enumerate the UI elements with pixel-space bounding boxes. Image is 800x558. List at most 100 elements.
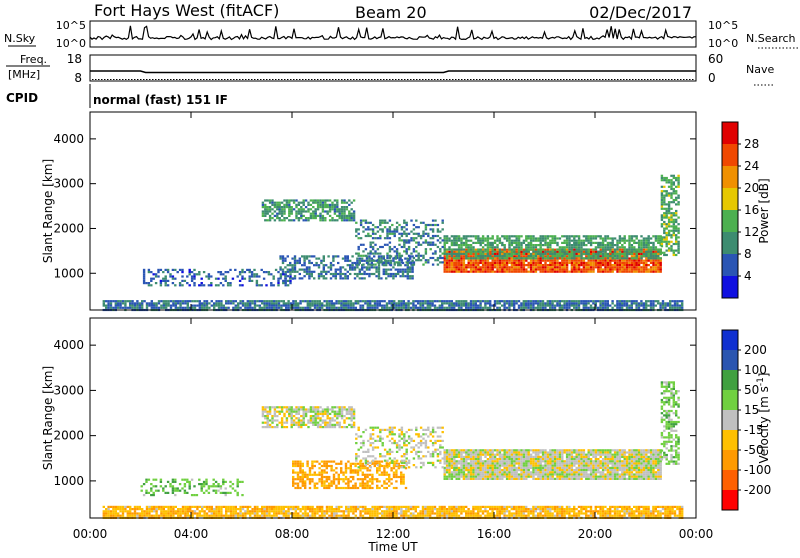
power-cell-0: [535, 302, 537, 304]
power-cell-0: [299, 302, 301, 304]
velocity-cell-0: [220, 510, 222, 512]
power-cell-2: [477, 255, 479, 257]
velocity-cell-0: [165, 510, 167, 512]
power-cell-2: [518, 235, 520, 237]
velocity-cell-0: [307, 515, 309, 517]
velocity-cell-0: [182, 512, 184, 514]
power-cell-5: [327, 271, 329, 273]
power-cell-5: [356, 262, 358, 264]
power-cell-2: [446, 242, 448, 244]
power-cell-1: [513, 266, 515, 268]
power-cell-5: [407, 258, 409, 260]
power-cell-1: [482, 266, 484, 268]
power-cell-2: [643, 246, 645, 248]
velocity-cell-0: [518, 506, 520, 508]
power-cell-0: [585, 305, 587, 307]
power-cell-5: [294, 262, 296, 264]
power-cell-3: [327, 206, 329, 208]
power-cell-2: [470, 235, 472, 237]
velocity-cell-0: [302, 506, 304, 508]
power-cell-1: [566, 260, 568, 262]
power-cell-1: [600, 271, 602, 273]
power-cell-0: [170, 307, 172, 309]
power-cell-2: [501, 251, 503, 253]
velocity-cell-0: [520, 508, 522, 510]
power-cell-5: [303, 255, 305, 257]
power-cell-2: [554, 253, 556, 255]
power-cell-0: [179, 300, 181, 302]
power-cell-0: [139, 305, 141, 307]
power-cell-1: [607, 264, 609, 266]
power-cell-2: [508, 246, 510, 248]
power-cell-5: [395, 275, 397, 277]
power-cell-0: [175, 307, 177, 309]
power-cell-6: [160, 269, 162, 271]
power-cell-2: [487, 237, 489, 239]
velocity-cell-0: [403, 512, 405, 514]
power-cell-2: [518, 237, 520, 239]
velocity-cell-0: [556, 515, 558, 517]
velocity-cell-0: [427, 512, 429, 514]
power-cell-4: [391, 248, 393, 250]
power-cell-3: [310, 208, 312, 210]
velocity-cell-0: [295, 510, 297, 512]
power-cell-0: [477, 300, 479, 302]
power-cell-4: [396, 228, 398, 230]
velocity-cell-0: [523, 510, 525, 512]
power-cell-5: [375, 266, 377, 268]
power-cell-1: [472, 262, 474, 264]
power-cell-6: [241, 271, 243, 273]
velocity-cell-0: [455, 512, 457, 514]
power-cell-2: [446, 255, 448, 257]
power-cell-6: [289, 273, 291, 275]
power-cell-2: [576, 251, 578, 253]
power-cell-0: [436, 300, 438, 302]
power-cell-1: [472, 264, 474, 266]
power-cell-2: [650, 257, 652, 259]
power-cell-0: [549, 307, 551, 309]
power-cell-2: [492, 235, 494, 237]
power-cell-1: [446, 260, 448, 262]
power-cell-1: [544, 255, 546, 257]
velocity-cell-0: [511, 512, 513, 514]
power-cell-5: [409, 266, 411, 268]
freq-panel: Freq. [MHz] 18 8 60 0 Nave: [6, 52, 774, 85]
velocity-cell-0: [172, 508, 174, 510]
velocity-cell-0: [191, 515, 193, 517]
power-cell-1: [477, 268, 479, 270]
power-cell-5: [409, 258, 411, 260]
power-cell-3: [300, 213, 302, 215]
power-cell-4: [362, 250, 364, 252]
velocity-cell-0: [374, 506, 376, 508]
velocity-cell-0: [211, 508, 213, 510]
power-cell-4: [408, 233, 410, 235]
power-cell-3: [271, 213, 273, 215]
power-cell-1: [640, 271, 642, 273]
power-cell-1: [578, 264, 580, 266]
velocity-cell-0: [321, 508, 323, 510]
velocity-cell-0: [556, 508, 558, 510]
power-cell-5: [315, 262, 317, 264]
power-cell-0: [367, 300, 369, 302]
velocity-cell-0: [547, 512, 549, 514]
power-cell-0: [280, 300, 282, 302]
power-cell-2: [465, 251, 467, 253]
power-cell-0: [635, 302, 637, 304]
velocity-cell-0: [129, 510, 131, 512]
power-cell-2: [602, 244, 604, 246]
power-cell-2: [650, 237, 652, 239]
power-cell-0: [326, 305, 328, 307]
power-cell-7: [668, 219, 670, 221]
power-cell-2: [636, 255, 638, 257]
power-cell-2: [590, 235, 592, 237]
power-cell-0: [635, 305, 637, 307]
power-cell-0: [275, 302, 277, 304]
power-cell-5: [308, 269, 310, 271]
power-cell-2: [542, 235, 544, 237]
power-cell-3: [336, 199, 338, 201]
power-cell-5: [385, 264, 387, 266]
power-cell-0: [410, 302, 412, 304]
power-cell-2: [564, 240, 566, 242]
velocity-cell-0: [458, 506, 460, 508]
